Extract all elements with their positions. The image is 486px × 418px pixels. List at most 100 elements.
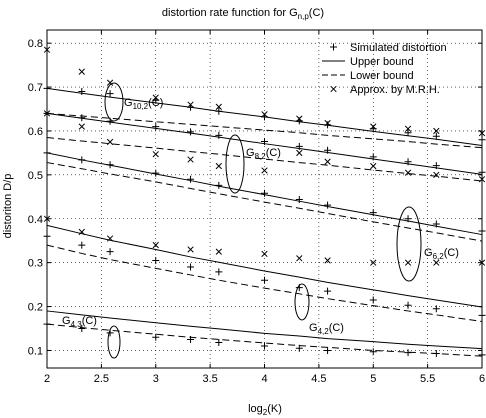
series-group-1 <box>43 109 486 183</box>
x-tick-label: 3 <box>153 373 159 385</box>
group-ellipse <box>396 206 422 282</box>
approx-point <box>152 94 159 101</box>
approx-point <box>187 246 194 253</box>
group-ellipse <box>225 134 245 194</box>
approx-point <box>152 151 159 158</box>
approx-point <box>215 162 222 170</box>
x-tick-label: 6 <box>479 373 485 385</box>
group-label-main: G <box>62 315 71 327</box>
x-axis-label: log2(K) <box>248 403 282 417</box>
approx-point <box>296 149 303 157</box>
simulated-point <box>215 268 223 276</box>
simulated-point <box>261 137 268 145</box>
legend-item: Upper bound <box>322 56 414 68</box>
y-tick-label: 0.1 <box>28 345 43 357</box>
legend-label: Approx. by M.R.H. <box>350 84 440 96</box>
y-tick-label: 0.8 <box>28 38 43 50</box>
approx-point <box>296 255 303 262</box>
simulated-point <box>187 128 195 136</box>
group-label-end: (C) <box>444 247 459 259</box>
legend-item: Lower bound <box>322 70 414 82</box>
approx-point <box>78 123 85 130</box>
approx-point <box>187 156 194 163</box>
chart-title-end: (C) <box>309 7 324 19</box>
group-label-main: G <box>309 322 318 334</box>
group-ellipse <box>107 325 121 359</box>
simulated-point <box>324 201 332 209</box>
simulated-point <box>324 146 332 154</box>
simulated-point <box>78 87 86 95</box>
legend-label: Simulated distortion <box>350 42 447 54</box>
simulated-point <box>404 215 412 223</box>
y-tick-label: 0.2 <box>28 302 43 314</box>
group-label: G4,2(C) <box>309 322 344 336</box>
approx-point <box>324 158 331 165</box>
simulated-point <box>187 175 195 183</box>
approx-point <box>433 127 440 135</box>
simulated-point <box>432 132 440 140</box>
group-label-sub: 10,2 <box>133 102 149 111</box>
simulated-point <box>78 241 86 249</box>
chart-title: distortion rate function for Gn,p(C) <box>162 7 324 21</box>
group-ellipse <box>294 283 310 321</box>
legend-cross-icon <box>330 85 337 93</box>
series-layer <box>43 46 486 359</box>
y-tick-label: 0.3 <box>28 258 43 270</box>
series-group-3 <box>43 224 486 322</box>
simulated-point <box>295 142 303 150</box>
simulated-point <box>432 305 440 313</box>
x-axis-label-end: (K) <box>267 403 282 415</box>
simulated-point <box>78 114 86 122</box>
series-group-2 <box>43 149 486 266</box>
x-axis-label-sub: 2 <box>263 408 268 417</box>
legend-item: Simulated distortion <box>330 42 447 54</box>
approx-point <box>261 111 268 118</box>
group-label-end: (C) <box>148 97 163 109</box>
group-label: G8,2(C) <box>246 147 281 161</box>
legend: Simulated distortion Upper bound Lower bou… <box>322 42 447 96</box>
simulated-point <box>404 349 412 357</box>
approx-point <box>404 259 412 266</box>
simulated-point <box>215 131 223 139</box>
simulated-point <box>261 342 268 350</box>
approx-point <box>404 125 412 132</box>
series-group-0 <box>43 46 486 149</box>
approx-point <box>324 119 331 127</box>
simulated-point <box>369 348 377 356</box>
approx-point <box>433 259 440 266</box>
approx-point <box>404 169 412 176</box>
y-tick-label: 0.5 <box>28 170 43 182</box>
approx-point <box>370 162 377 170</box>
group-label-main: G <box>124 97 133 109</box>
simulated-point <box>432 162 440 170</box>
simulated-point <box>78 156 86 164</box>
simulated-point <box>106 90 114 98</box>
group-label-end: (C) <box>329 322 344 334</box>
x-tick-label: 5 <box>370 373 376 385</box>
group-ellipses <box>104 82 422 359</box>
simulated-point <box>432 220 440 228</box>
simulated-point <box>432 350 440 358</box>
simulated-point <box>106 161 114 169</box>
upper-bound-line <box>46 224 483 308</box>
simulated-point <box>152 169 160 177</box>
simulated-point <box>187 263 195 271</box>
group-label-sub: 4,2 <box>318 327 330 336</box>
simulated-point <box>215 339 223 347</box>
group-label-main: G <box>424 247 433 259</box>
simulated-point <box>261 189 268 197</box>
simulated-point <box>187 335 195 343</box>
y-axis-label: distoriton D/p <box>2 174 14 239</box>
approx-point <box>215 248 222 255</box>
legend-plus-icon <box>330 43 337 51</box>
simulated-point <box>369 153 377 161</box>
x-tick-label: 3.5 <box>202 373 217 385</box>
legend-label: Upper bound <box>350 56 414 68</box>
approx-point <box>370 259 377 266</box>
simulated-point <box>369 296 377 304</box>
group-label-end: (C) <box>82 315 97 327</box>
lower-bound-line <box>46 323 483 357</box>
approx-point <box>370 123 377 130</box>
legend-item: Approx. by M.R.H. <box>330 84 440 96</box>
